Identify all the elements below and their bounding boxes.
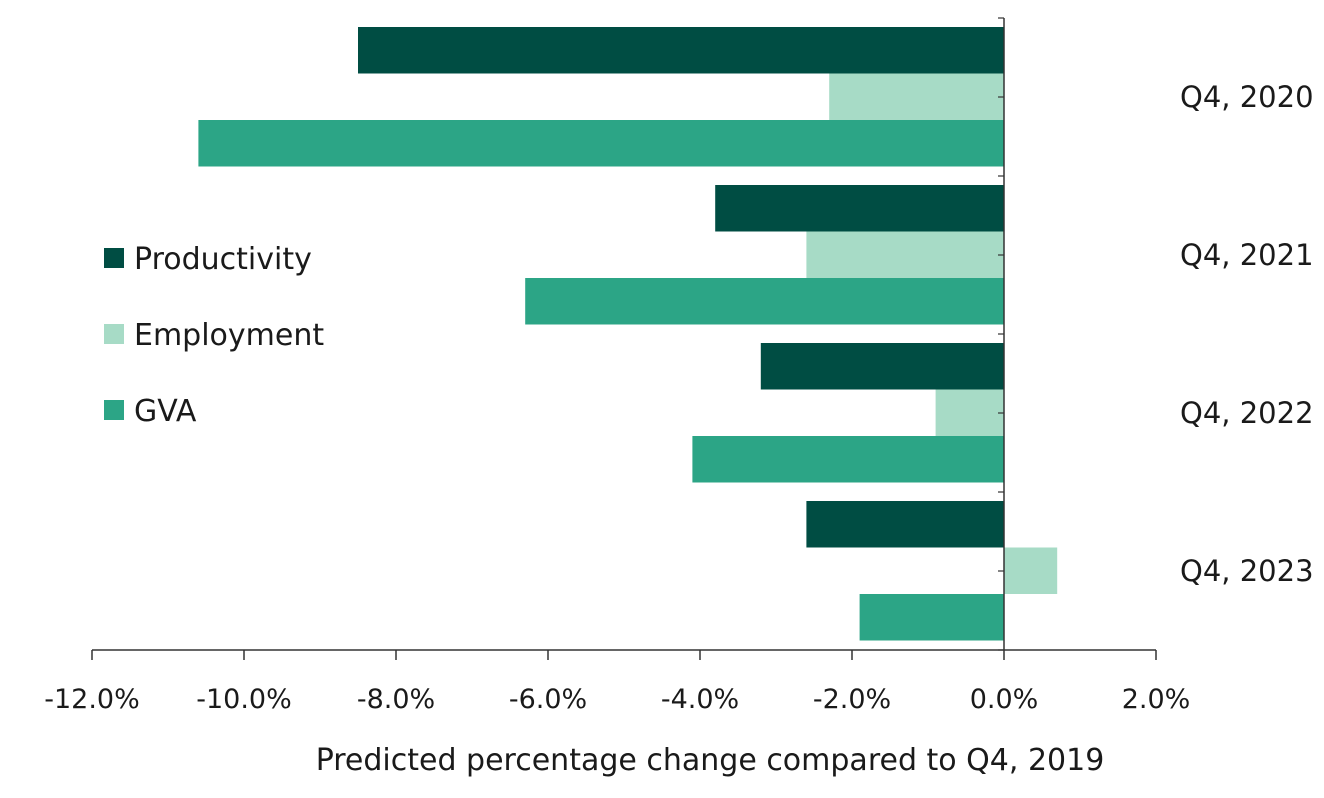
- bar-gva-0: [198, 120, 1004, 167]
- bar-productivity-3: [806, 501, 1004, 548]
- category-label: Q4, 2022: [1180, 396, 1314, 430]
- x-tick-label: -6.0%: [509, 684, 587, 715]
- x-tick-label: -2.0%: [813, 684, 891, 715]
- legend-label-productivity: Productivity: [134, 242, 312, 277]
- legend: Productivity Employment GVA: [104, 242, 324, 429]
- bar-productivity-0: [358, 27, 1004, 74]
- category-label: Q4, 2020: [1180, 80, 1314, 114]
- x-tick-label: -8.0%: [357, 684, 435, 715]
- bar-gva-3: [859, 594, 1004, 641]
- legend-swatch-productivity: [104, 248, 124, 268]
- category-labels-group: Q4, 2020 Q4, 2021 Q4, 2022 Q4, 2023: [1180, 80, 1314, 588]
- x-axis-title: Predicted percentage change compared to …: [316, 743, 1105, 778]
- bar-employment-2: [935, 389, 1004, 436]
- x-ticks-group: -12.0% -10.0% -8.0% -6.0% -4.0% -2.0% 0.0% 2.0%: [44, 650, 1190, 715]
- bar-productivity-2: [760, 343, 1004, 390]
- bar-employment-3: [1004, 547, 1058, 594]
- legend-swatch-gva: [104, 400, 124, 420]
- category-label: Q4, 2021: [1180, 238, 1314, 272]
- bar-gva-2: [692, 436, 1004, 483]
- axes-group: [92, 17, 1156, 651]
- x-tick-label: -10.0%: [196, 684, 292, 715]
- legend-swatch-employment: [104, 324, 124, 344]
- legend-label-gva: GVA: [134, 394, 197, 429]
- x-tick-label: 2.0%: [1122, 684, 1191, 715]
- x-tick-label: -12.0%: [44, 684, 140, 715]
- x-tick-label: 0.0%: [970, 684, 1039, 715]
- category-label: Q4, 2023: [1180, 554, 1314, 588]
- legend-label-employment: Employment: [134, 318, 324, 353]
- bar-employment-0: [829, 73, 1004, 120]
- bar-productivity-1: [715, 185, 1004, 232]
- bar-gva-1: [525, 278, 1004, 325]
- bar-employment-1: [806, 231, 1004, 278]
- bars-group: [198, 27, 1058, 641]
- x-tick-label: -4.0%: [661, 684, 739, 715]
